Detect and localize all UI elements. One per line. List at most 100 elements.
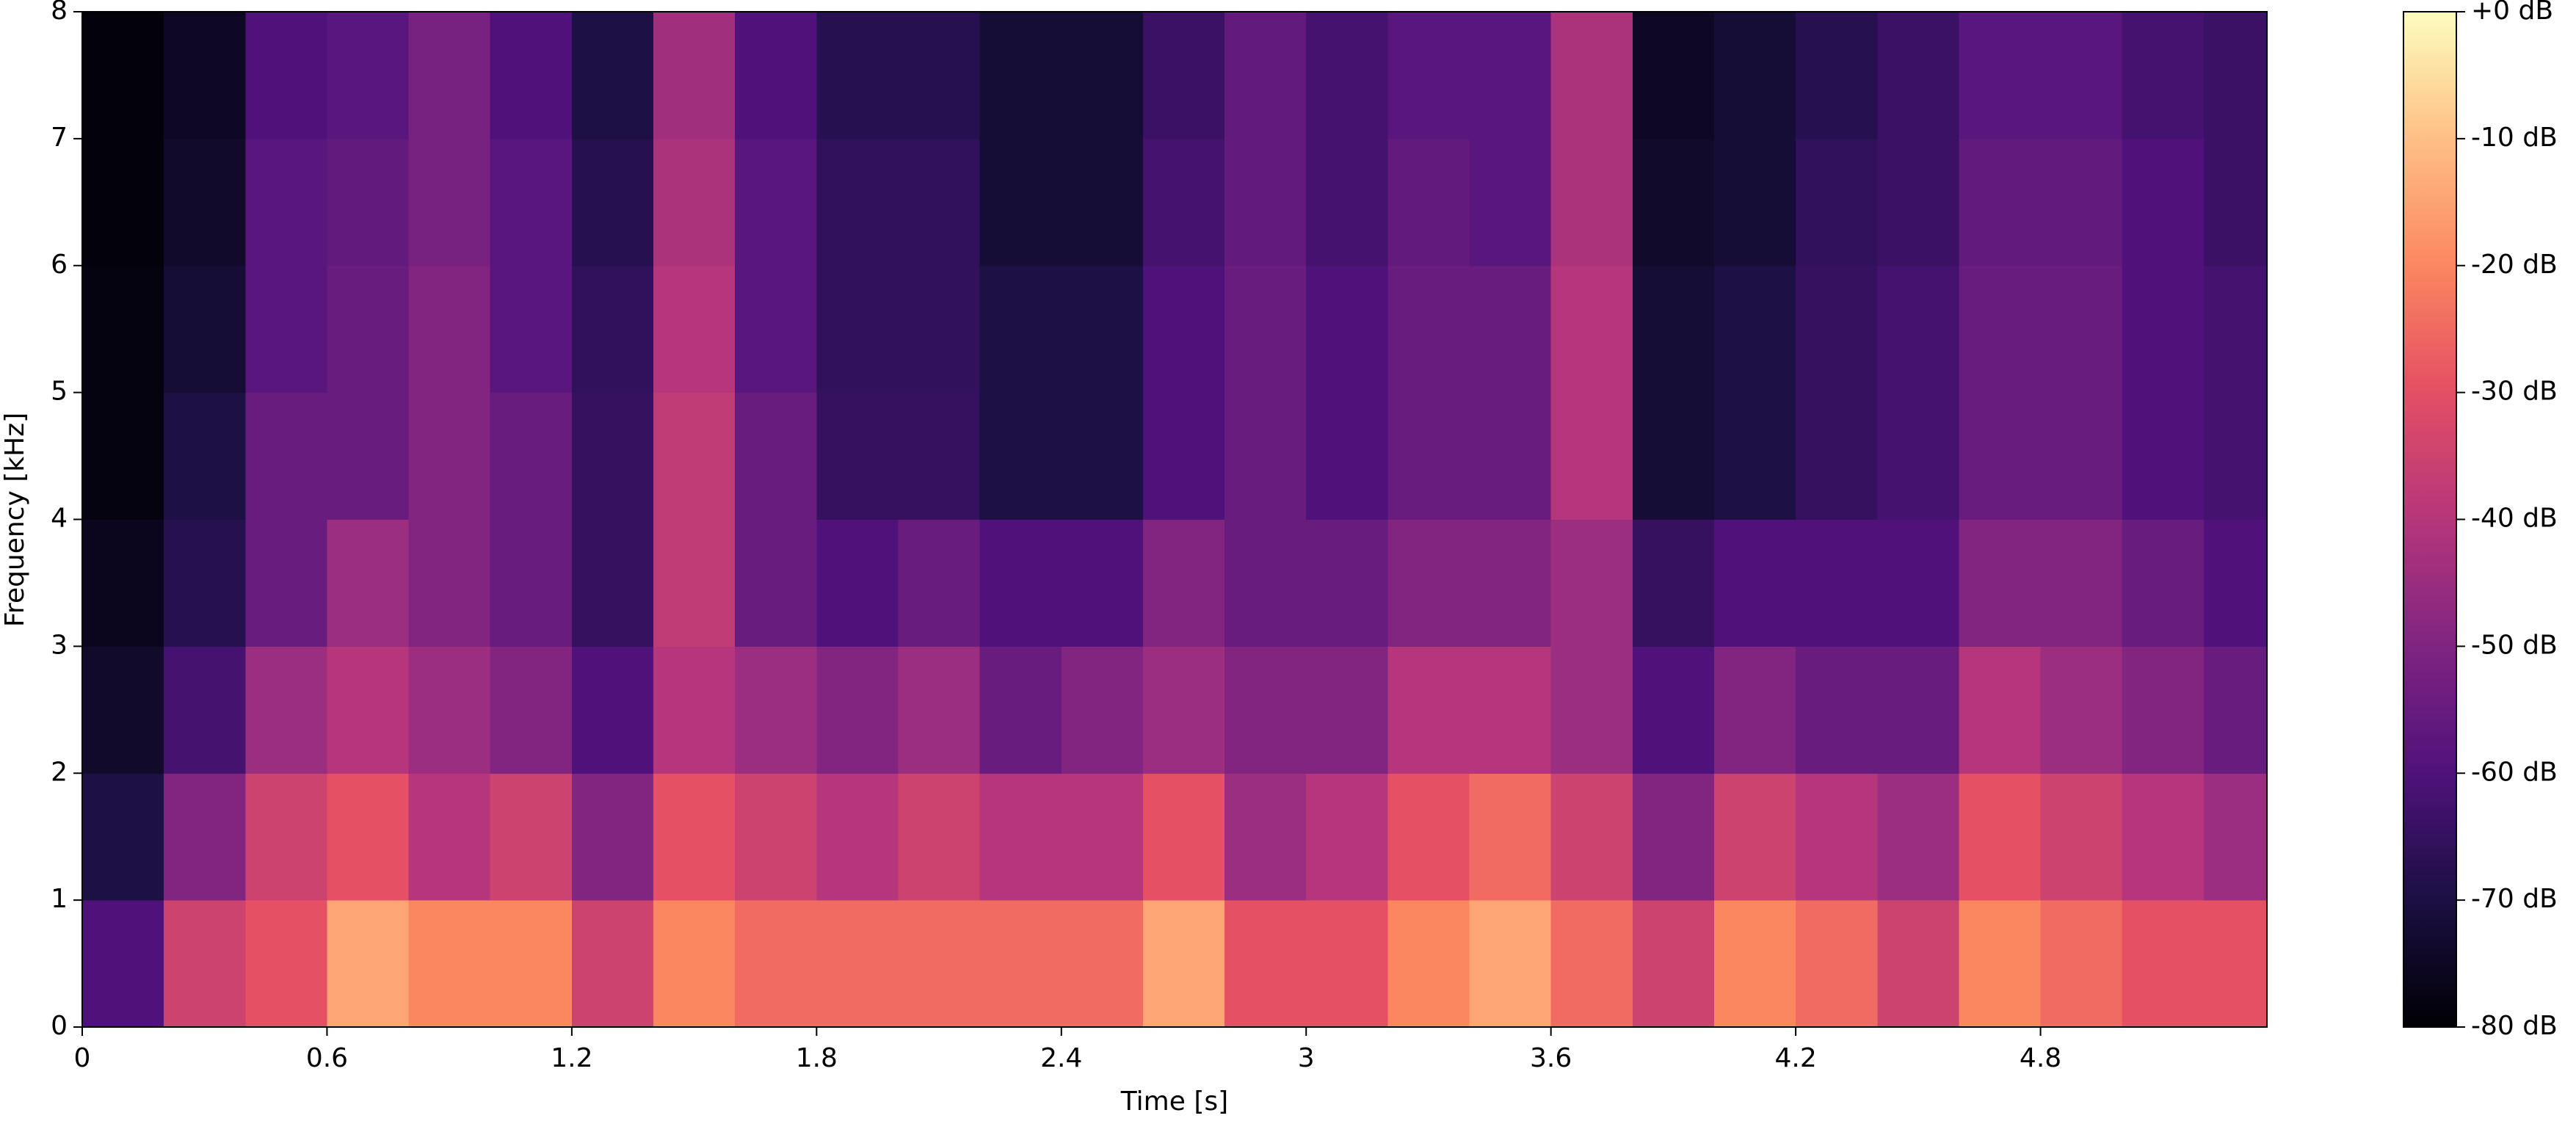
cell [816,773,899,901]
cell [1959,392,2042,520]
cell [1142,12,1225,139]
cell [82,519,164,647]
cell [164,392,246,520]
cell [245,773,327,901]
cell [2122,392,2205,520]
cell [1959,519,2042,647]
cell [408,138,491,266]
x-axis-label: Time [s] [1120,1086,1228,1117]
cell [1877,646,1959,774]
cell [1061,265,1144,393]
cell [245,138,327,266]
y-tick-label: 6 [51,250,68,280]
cell [1550,265,1633,393]
cell [245,900,327,1027]
cell [1632,900,1715,1027]
cell [1713,646,1796,774]
x-tick-label: 3 [1298,1043,1315,1073]
colorbar-tick-label: -30 dB [2471,377,2558,407]
x-tick-label: 0.6 [306,1043,348,1073]
cell [1796,646,1878,774]
cell [1469,138,1552,266]
cell [2040,265,2123,393]
cell [1469,392,1552,520]
spectrogram [82,12,2267,1027]
colorbar-tick-label: -80 dB [2471,1011,2558,1041]
cell [735,773,817,901]
cell [1713,900,1796,1027]
cell [1061,12,1144,139]
cell [1469,12,1552,139]
cell [1387,646,1470,774]
cell [408,773,491,901]
cell [82,646,164,774]
cell [979,900,1062,1027]
cell [1142,519,1225,647]
cell [82,265,164,393]
cell [1877,392,1959,520]
cell [408,265,491,393]
cell [245,519,327,647]
cell [1061,773,1144,901]
cell [2203,138,2267,266]
cell [979,12,1062,139]
cell [1632,646,1715,774]
cell [1224,646,1307,774]
cell [735,138,817,266]
cell [327,12,410,139]
cell [571,265,654,393]
cell [1387,900,1470,1027]
cell [816,12,899,139]
cell [2040,138,2123,266]
cell [327,138,410,266]
cell [1877,138,1959,266]
cell [164,900,246,1027]
cell [1224,519,1307,647]
cell [2203,519,2267,647]
cell [1224,12,1307,139]
cell [1387,265,1470,393]
colorbar-tick-label: -10 dB [2471,123,2558,153]
x-tick-label: 1.8 [796,1043,838,1073]
x-tick-label: 0 [74,1043,91,1073]
cell [735,392,817,520]
cell [1877,900,1959,1027]
cell [1550,12,1633,139]
cell [1796,392,1878,520]
cell [898,519,981,647]
y-tick-label: 0 [51,1011,68,1041]
cell [1877,773,1959,901]
cell [408,646,491,774]
cell [1469,646,1552,774]
cell [164,265,246,393]
cell [327,392,410,520]
cell [898,773,981,901]
cell [898,900,981,1027]
cell [245,392,327,520]
cell [1306,519,1388,647]
cell [1306,392,1388,520]
cell [1142,265,1225,393]
y-tick-label: 2 [51,757,68,787]
cell [164,646,246,774]
cell [816,519,899,647]
cell [1632,519,1715,647]
cell [1713,265,1796,393]
cell [490,138,573,266]
cell [164,773,246,901]
cell [2040,773,2123,901]
cell [1061,519,1144,647]
cell [2122,12,2205,139]
cell [653,519,736,647]
cell [816,138,899,266]
cell [490,12,573,139]
cell [1796,265,1878,393]
cell [2040,900,2123,1027]
cell [1387,519,1470,647]
cell [1632,773,1715,901]
cell [408,12,491,139]
cell [1142,392,1225,520]
cell [327,519,410,647]
cell [1713,12,1796,139]
y-tick-label: 4 [51,504,68,534]
